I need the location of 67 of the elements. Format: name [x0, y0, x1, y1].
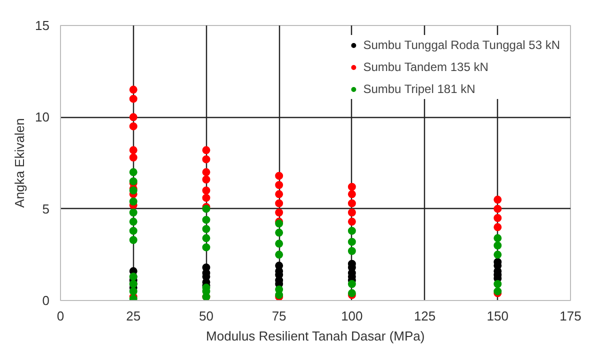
point: [275, 199, 284, 208]
point: [275, 240, 284, 248]
point: [202, 216, 210, 224]
point: [275, 181, 284, 189]
x-tick-label: 175: [560, 308, 582, 324]
point: [494, 204, 502, 213]
point: [494, 242, 502, 250]
point: [202, 146, 210, 154]
point: [129, 218, 138, 226]
y-tick-label: 5: [42, 201, 50, 216]
point: [129, 287, 138, 296]
point: [494, 196, 502, 204]
point: [494, 250, 502, 259]
point: [202, 234, 210, 242]
point: [129, 154, 138, 162]
point: [275, 172, 284, 180]
point: [275, 228, 284, 237]
point: [202, 194, 210, 202]
point: [202, 225, 210, 233]
point: [275, 250, 284, 259]
point: [129, 122, 138, 130]
point: [275, 208, 284, 216]
point: [202, 155, 210, 164]
point: [348, 238, 356, 246]
point: [129, 208, 138, 216]
x-tick-label: 150: [486, 308, 508, 324]
point: [494, 214, 502, 222]
point: [348, 280, 356, 288]
legend-label: Sumbu Tandem 135 kN: [363, 60, 488, 74]
y-axis-title: Angka Ekivalen: [12, 118, 28, 208]
x-tick-label: 50: [198, 308, 214, 324]
point: [202, 186, 210, 194]
x-tick-label: 25: [126, 308, 141, 324]
point: [348, 218, 356, 226]
point: [129, 236, 138, 244]
point: [348, 182, 356, 191]
point: [129, 94, 138, 103]
point: [494, 234, 502, 242]
x-axis-title: Modulus Resilient Tanah Dasar (MPa): [206, 328, 425, 344]
point: [348, 226, 356, 235]
y-tick-label: 10: [35, 110, 50, 125]
y-tick-label: 15: [35, 18, 50, 33]
point: [202, 176, 210, 184]
point: [348, 208, 356, 216]
x-tick-label: 125: [414, 308, 436, 324]
point: [129, 86, 138, 94]
x-tick-label: 0: [56, 308, 64, 324]
point: [129, 168, 138, 176]
point: [202, 243, 210, 252]
point: [202, 168, 210, 176]
point: [275, 286, 284, 294]
point: [129, 146, 138, 154]
legend-label: Sumbu Tripel 181 kN: [363, 82, 476, 96]
point: [275, 190, 284, 198]
point: [129, 226, 138, 235]
x-tick-label: 100: [341, 308, 363, 324]
legend-label: Sumbu Tunggal Roda Tunggal 53 kN: [363, 38, 560, 52]
point: [202, 264, 210, 272]
point: [129, 198, 138, 206]
point: [494, 223, 502, 232]
point: [129, 113, 138, 122]
x-tick-label: 75: [272, 308, 286, 324]
point: [348, 190, 356, 198]
point: [348, 199, 356, 208]
y-tick-label: 0: [42, 293, 50, 308]
point: [494, 280, 502, 288]
point: [348, 247, 356, 255]
